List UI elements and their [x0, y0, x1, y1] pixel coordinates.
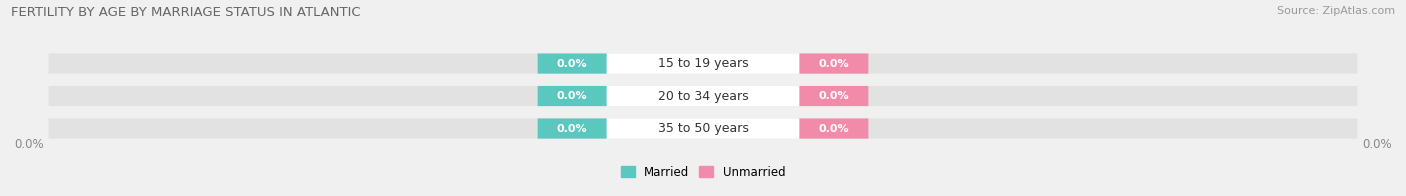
- Text: 0.0%: 0.0%: [818, 91, 849, 101]
- Text: 0.0%: 0.0%: [818, 59, 849, 69]
- FancyBboxPatch shape: [537, 86, 606, 106]
- FancyBboxPatch shape: [800, 86, 869, 106]
- Text: 0.0%: 0.0%: [557, 91, 588, 101]
- Text: 20 to 34 years: 20 to 34 years: [658, 90, 748, 103]
- Text: 35 to 50 years: 35 to 50 years: [658, 122, 748, 135]
- FancyBboxPatch shape: [606, 54, 800, 74]
- Text: 0.0%: 0.0%: [1362, 138, 1392, 151]
- Text: 0.0%: 0.0%: [14, 138, 44, 151]
- FancyBboxPatch shape: [48, 54, 1358, 74]
- FancyBboxPatch shape: [48, 118, 1358, 139]
- Text: 0.0%: 0.0%: [818, 123, 849, 133]
- Text: Source: ZipAtlas.com: Source: ZipAtlas.com: [1277, 6, 1395, 16]
- Legend: Married, Unmarried: Married, Unmarried: [620, 166, 786, 179]
- Text: FERTILITY BY AGE BY MARRIAGE STATUS IN ATLANTIC: FERTILITY BY AGE BY MARRIAGE STATUS IN A…: [11, 6, 361, 19]
- FancyBboxPatch shape: [606, 86, 800, 106]
- FancyBboxPatch shape: [48, 86, 1358, 106]
- Text: 15 to 19 years: 15 to 19 years: [658, 57, 748, 70]
- FancyBboxPatch shape: [537, 118, 606, 139]
- Text: 0.0%: 0.0%: [557, 59, 588, 69]
- FancyBboxPatch shape: [800, 118, 869, 139]
- FancyBboxPatch shape: [800, 54, 869, 74]
- FancyBboxPatch shape: [606, 118, 800, 139]
- FancyBboxPatch shape: [537, 54, 606, 74]
- Text: 0.0%: 0.0%: [557, 123, 588, 133]
